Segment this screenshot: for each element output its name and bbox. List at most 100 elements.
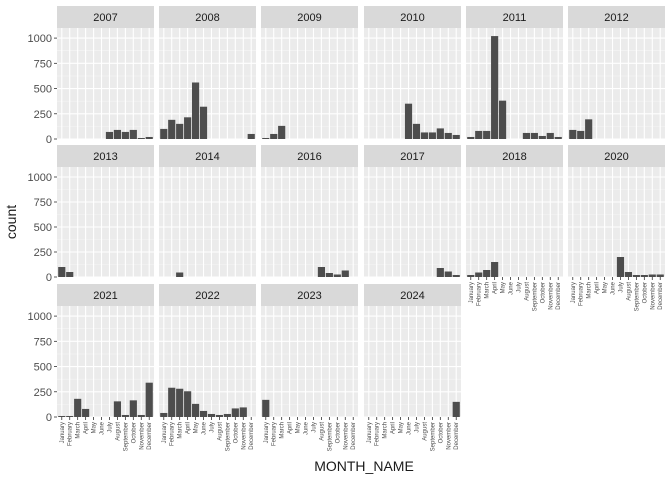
facet-strip-label: 2018: [502, 151, 526, 163]
bar-2007-September: [121, 131, 129, 139]
bar-2016-October: [333, 274, 341, 277]
x-tick-label: June: [304, 421, 310, 435]
facet-strip-label: 2020: [604, 151, 628, 163]
bar-2022-April: [184, 391, 192, 417]
bar-2008-April: [184, 117, 192, 139]
bar-2020-November: [648, 274, 656, 277]
facet-strip: [261, 284, 358, 306]
panel-background: [159, 167, 256, 277]
facet-panel-2021: 2021 0 250 500 750 1000 January February March Ap…: [28, 284, 154, 451]
bar-2022-May: [191, 403, 200, 417]
bar-2008-June: [199, 106, 208, 139]
x-tick-label: July: [209, 422, 215, 433]
bar-2022-August: [215, 414, 224, 417]
bar-2021-December: [145, 382, 153, 417]
bar-2008-March: [176, 123, 184, 139]
bar-2018-February: [475, 272, 483, 277]
facet-strip: [364, 284, 461, 306]
bar-2011-May: [498, 100, 507, 139]
facet-strip-label: 2017: [400, 151, 424, 163]
x-tick-label: December: [556, 282, 562, 310]
y-tick-label: 0: [46, 412, 52, 424]
x-tick-label: October: [335, 422, 341, 443]
panel-background: [57, 28, 154, 139]
bar-2021-April: [82, 408, 90, 417]
y-tick-label: 0: [46, 134, 52, 146]
y-tick-label: 750: [34, 197, 52, 209]
x-tick-label: April: [186, 422, 192, 434]
x-tick-label: August: [217, 422, 223, 441]
bar-2012-March: [585, 119, 593, 139]
bar-2010-December: [452, 134, 460, 139]
x-tick-label: April: [493, 282, 499, 294]
x-tick-label: January: [571, 282, 577, 303]
panel-background: [568, 28, 665, 139]
bar-2014-March: [176, 272, 184, 277]
x-tick-label: August: [524, 282, 530, 301]
facet-strip-label: 2013: [93, 151, 117, 163]
x-tick-label: August: [115, 422, 121, 441]
panel-background: [364, 167, 461, 277]
x-tick-label: September: [327, 422, 333, 451]
facet-strip: [364, 6, 461, 28]
x-tick-label: July: [107, 422, 113, 433]
y-tick-label: 500: [34, 222, 52, 234]
y-axis-title: count: [3, 205, 19, 239]
facet-strip: [466, 6, 563, 28]
bar-2020-September: [632, 275, 640, 277]
facet-panel-2017: 2017: [364, 145, 461, 278]
x-tick-label: March: [587, 282, 593, 299]
facet-panel-2020: 2020 January February March April May June July…: [568, 145, 665, 311]
x-tick-label: January: [367, 422, 373, 443]
x-tick-label: April: [84, 422, 90, 434]
x-tick-label: July: [311, 422, 317, 433]
facet-strip: [57, 284, 154, 306]
panel-background: [568, 167, 665, 277]
facet-panel-2014: 2014: [159, 145, 256, 278]
bar-2017-November: [444, 271, 452, 277]
panel-background: [57, 306, 154, 417]
facet-strip: [568, 6, 665, 28]
bar-2017-December: [452, 275, 460, 277]
x-tick-label: September: [532, 282, 538, 311]
bar-2011-September: [530, 132, 538, 139]
bar-2010-June: [404, 103, 413, 139]
bar-2008-May: [191, 82, 200, 139]
bar-2022-June: [199, 410, 208, 417]
facet-strip: [568, 145, 665, 167]
bar-2011-April: [491, 36, 499, 140]
y-tick-label: 750: [34, 58, 52, 70]
facet-panel-2018: 2018 January February March April May June July…: [466, 145, 563, 311]
bar-2011-November: [546, 132, 554, 139]
y-tick-label: 0: [46, 272, 52, 284]
facet-strip: [364, 145, 461, 167]
bar-2023-January: [262, 399, 270, 417]
panel-background: [466, 167, 563, 277]
x-tick-label: December: [351, 422, 357, 450]
facet-strip-label: 2016: [297, 151, 321, 163]
bar-2009-March: [278, 125, 286, 139]
x-tick-label: May: [92, 422, 98, 433]
x-tick-label: February: [579, 282, 585, 306]
x-tick-label: September: [634, 282, 640, 311]
x-tick-label: February: [272, 422, 278, 446]
facet-panel-2010: 2010: [364, 6, 461, 140]
bar-2011-October: [538, 135, 546, 139]
x-tick-label: November: [548, 282, 554, 310]
bar-2011-February: [475, 130, 483, 139]
facet-panel-2023: 2023 January February March April May June July…: [261, 284, 358, 451]
x-tick-label: May: [296, 422, 302, 433]
bar-2011-December: [554, 136, 562, 139]
x-tick-label: July: [516, 282, 522, 293]
bar-2021-January: [58, 415, 66, 417]
x-tick-label: November: [139, 422, 145, 450]
bar-2010-October: [436, 128, 444, 139]
bar-2007-August: [113, 129, 122, 139]
facet-panel-2016: 2016: [261, 145, 358, 278]
facet-strip-label: 2008: [195, 12, 219, 24]
bar-2022-March: [176, 388, 184, 417]
facet-panel-2022: 2022 January February March April May June July…: [159, 284, 256, 451]
bar-2011-January: [467, 136, 475, 139]
